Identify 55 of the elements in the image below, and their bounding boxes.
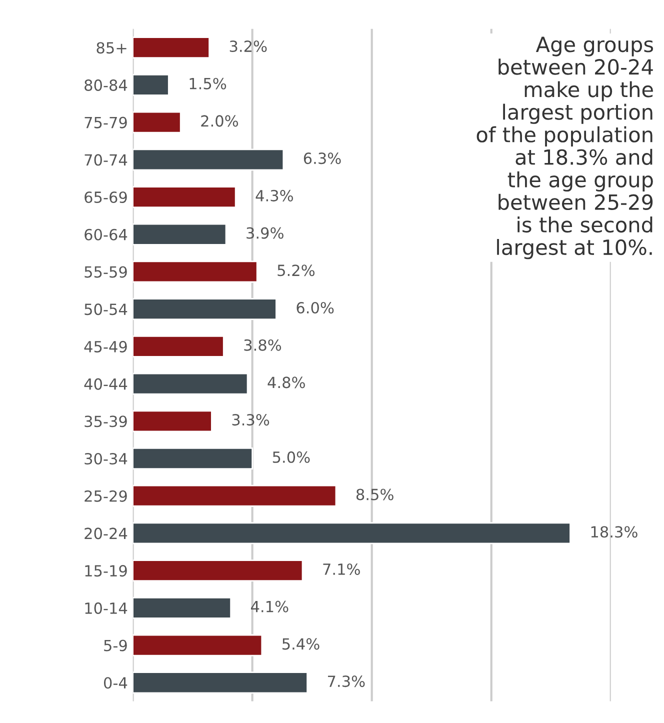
data-label: 5.0% <box>272 451 310 463</box>
y-tick-label: 30-34 <box>84 452 128 465</box>
y-tick-label: 15-19 <box>85 565 127 577</box>
y-tick-label: 0-4 <box>104 677 128 689</box>
y-tick-label: 50-54 <box>84 304 128 316</box>
bar <box>132 448 254 470</box>
bar <box>132 223 227 246</box>
data-label: 1.5% <box>190 78 226 90</box>
bar <box>132 260 258 283</box>
bar <box>132 596 232 619</box>
bar <box>132 372 248 395</box>
y-tick-label: 65-69 <box>84 191 127 204</box>
data-label: 7.3% <box>328 676 365 688</box>
y-tick-label: 35-39 <box>84 416 127 428</box>
data-label: 3.8% <box>244 339 282 351</box>
data-label: 3.3% <box>232 414 270 426</box>
y-tick-label: 75-79 <box>84 116 127 128</box>
bar <box>132 560 304 582</box>
data-label: 7.1% <box>323 563 360 575</box>
y-tick-label: 5-9 <box>104 640 127 652</box>
y-tick-label: 70-74 <box>84 154 128 166</box>
y-tick-label: 60-64 <box>84 228 128 240</box>
data-label: 3.2% <box>230 40 267 52</box>
y-tick-label: 45-49 <box>84 340 127 352</box>
bar <box>132 484 337 507</box>
y-tick-label: 55-59 <box>84 266 127 278</box>
bar <box>132 111 182 134</box>
data-label: 18.3% <box>591 526 638 538</box>
bar <box>132 522 571 544</box>
data-label: 6.3% <box>304 152 341 164</box>
bar <box>132 335 224 358</box>
data-label: 5.2% <box>278 264 315 276</box>
data-label: 3.9% <box>246 227 284 239</box>
y-tick-label: 25-29 <box>84 490 127 502</box>
bar <box>132 186 236 208</box>
y-tick-label: 20-24 <box>84 528 128 540</box>
y-tick-label: 10-14 <box>85 602 128 614</box>
bar <box>132 410 212 432</box>
bar <box>132 36 210 59</box>
data-label: 5.4% <box>282 638 320 650</box>
y-tick-label: 80-84 <box>84 79 128 91</box>
data-label: 4.3% <box>256 190 293 202</box>
data-label: 6.0% <box>296 302 334 314</box>
bar <box>132 634 263 656</box>
bar <box>132 298 277 320</box>
bar <box>132 74 170 96</box>
y-tick-label: 40-44 <box>84 378 128 390</box>
bar <box>132 148 284 171</box>
bar <box>132 672 308 694</box>
text: Age groups between 20-24 make up the largest portion of the population at 18.3% and the age group between 25-29 is the second largest at 10%. <box>476 36 654 260</box>
data-label: 4.1% <box>251 600 288 612</box>
data-label: 2.0% <box>201 115 238 127</box>
data-label: 8.5% <box>356 488 394 500</box>
y-tick-label: 85+ <box>96 42 126 54</box>
data-label: 4.8% <box>268 376 305 388</box>
